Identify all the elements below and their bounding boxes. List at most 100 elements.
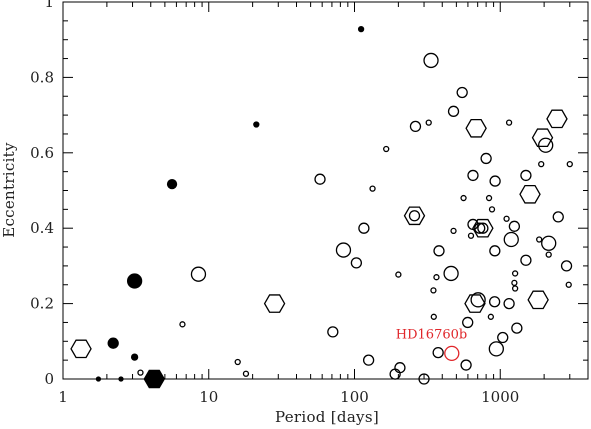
circle-marker <box>566 160 573 168</box>
x-axis-label: Period [days] <box>275 408 379 426</box>
hexagon-marker <box>464 294 486 313</box>
circle-marker <box>242 370 250 377</box>
circle-marker <box>443 265 459 282</box>
circle-marker <box>383 145 390 153</box>
hexagon-marker <box>546 109 568 129</box>
circle-marker <box>447 105 460 117</box>
circle-marker <box>234 358 241 366</box>
circle-marker <box>552 211 564 223</box>
circle-marker <box>508 220 521 232</box>
circle-marker <box>511 270 519 277</box>
circle-marker <box>350 257 363 269</box>
circle-marker <box>520 254 532 266</box>
circle-marker <box>536 236 543 243</box>
circle-marker <box>488 341 504 357</box>
circle-marker <box>497 331 509 344</box>
circle-marker <box>362 354 375 366</box>
circle-marker <box>430 287 437 294</box>
hexagon-marker <box>472 218 494 238</box>
circle-marker <box>488 296 501 308</box>
circle-marker <box>166 178 178 190</box>
circle-marker <box>190 266 207 282</box>
plot-frame <box>62 1 589 380</box>
circle-marker <box>137 369 144 376</box>
x-tick-label: 1 <box>58 388 68 406</box>
circle-marker <box>179 321 186 328</box>
circle-marker <box>489 175 501 187</box>
circle-marker <box>408 210 421 222</box>
circle-marker <box>538 137 554 153</box>
circle-marker <box>395 271 402 278</box>
circle-marker <box>545 251 552 258</box>
circle-marker <box>357 25 365 33</box>
circle-marker <box>474 222 486 234</box>
circle-marker <box>456 86 468 99</box>
circle-marker <box>462 316 474 329</box>
circle-marker <box>444 345 460 362</box>
circle-marker <box>418 373 430 385</box>
circle-marker <box>488 206 496 213</box>
circle-marker <box>327 326 339 338</box>
y-tick-label: 1 <box>44 0 54 11</box>
circle-marker <box>505 119 513 126</box>
circle-marker <box>369 185 376 192</box>
circle-marker <box>489 245 501 257</box>
circle-marker <box>95 376 102 382</box>
point-annotation: HD16760b <box>396 327 467 342</box>
circle-marker <box>477 222 489 234</box>
circle-marker <box>467 232 475 239</box>
circle-marker <box>335 242 352 258</box>
circle-marker <box>467 169 479 182</box>
y-tick-label: 0.2 <box>30 295 54 313</box>
circle-marker <box>541 235 557 251</box>
circle-marker <box>394 362 406 374</box>
circle-marker <box>450 227 457 234</box>
circle-marker <box>503 297 515 310</box>
circle-marker <box>130 353 139 361</box>
circle-marker <box>253 121 260 128</box>
circle-marker <box>538 160 545 168</box>
x-tick-label: 10 <box>199 388 218 406</box>
hexagon-marker <box>263 294 286 313</box>
y-tick-label: 0.8 <box>30 68 54 86</box>
circle-marker <box>511 279 518 287</box>
circle-marker <box>460 194 467 202</box>
circle-marker <box>565 281 572 288</box>
tick-labels: 1 10 100 1000 0 0.2 0.4 0.6 0.8 1 <box>30 0 519 406</box>
hexagon-marker <box>465 118 487 138</box>
circle-marker <box>423 52 439 69</box>
hexagon-marker <box>519 184 541 204</box>
y-tick-label: 0 <box>44 370 54 388</box>
y-tick-label: 0.4 <box>30 219 54 237</box>
circle-marker <box>409 120 422 133</box>
circle-marker <box>425 119 432 126</box>
circle-marker <box>118 376 124 382</box>
x-tick-label: 100 <box>340 388 369 406</box>
circle-marker <box>480 152 492 165</box>
circle-marker <box>511 285 519 292</box>
circle-marker <box>511 322 523 334</box>
circle-marker <box>126 273 143 289</box>
circle-marker <box>107 337 119 349</box>
x-tick-label: 1000 <box>481 388 519 406</box>
hexagon-marker <box>70 339 92 359</box>
circle-marker <box>485 194 493 202</box>
circle-marker <box>433 274 440 281</box>
circle-marker <box>487 313 494 320</box>
y-tick-label: 0.6 <box>30 144 54 162</box>
circle-marker <box>432 346 444 359</box>
y-axis-label: Eccentricity <box>0 142 18 238</box>
hexagon-marker <box>531 128 554 148</box>
hexagon-marker <box>143 369 166 389</box>
circle-marker <box>430 313 437 320</box>
circle-marker <box>314 173 326 185</box>
circle-marker <box>433 245 445 257</box>
circle-marker <box>503 231 519 248</box>
circle-marker <box>560 260 573 272</box>
circle-marker <box>520 169 532 182</box>
hexagon-marker <box>403 206 426 226</box>
circle-marker <box>358 222 370 234</box>
circle-marker <box>460 359 472 371</box>
circle-marker <box>503 215 510 222</box>
